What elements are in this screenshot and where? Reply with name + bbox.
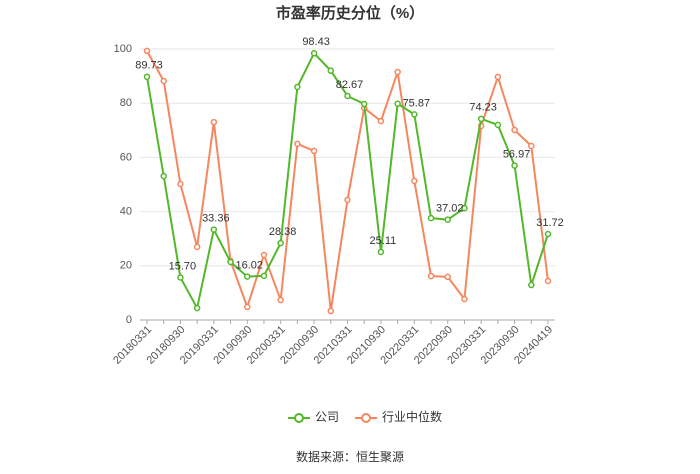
legend-marker	[294, 413, 304, 423]
point	[411, 111, 418, 118]
point	[327, 67, 335, 74]
source: 数据来源：恒生聚源	[296, 449, 404, 464]
point	[427, 272, 435, 280]
point	[227, 258, 234, 266]
point	[461, 204, 468, 212]
data-label: 15.70	[169, 260, 197, 272]
point	[461, 295, 468, 303]
point	[360, 100, 368, 108]
legend-marker	[361, 413, 372, 423]
point	[344, 92, 351, 100]
data-label: 98.43	[302, 36, 330, 48]
point	[310, 147, 318, 155]
data-label: 25.11	[370, 235, 397, 247]
data-label: 16.02	[235, 259, 263, 271]
chart-title: 市盈率历史分位（%）	[276, 4, 424, 22]
point	[160, 172, 167, 180]
point	[494, 121, 502, 129]
data-label: 31.72	[536, 217, 564, 229]
point	[277, 239, 284, 247]
point	[411, 177, 418, 185]
point	[210, 226, 218, 233]
y-tick-label: 100	[114, 43, 132, 55]
data-label: 28.38	[269, 226, 297, 238]
point	[294, 140, 301, 148]
y-tick-label: 60	[120, 151, 132, 163]
point	[444, 273, 451, 281]
series-line	[146, 51, 549, 311]
data-label: 75.87	[403, 97, 431, 109]
point	[394, 100, 401, 107]
data-label: 89.73	[135, 60, 163, 72]
point	[528, 281, 535, 289]
point	[544, 277, 552, 285]
point	[160, 77, 167, 85]
legend-label: 行业中位数	[382, 409, 442, 424]
y-tick-label: 0	[126, 314, 132, 326]
point	[327, 307, 335, 315]
data-label: 74.23	[469, 102, 497, 114]
point	[528, 142, 535, 150]
data-label: 56.97	[503, 149, 531, 161]
legend-label: 公司	[315, 410, 339, 424]
point	[143, 47, 151, 55]
point	[310, 50, 318, 57]
point	[177, 180, 184, 188]
point	[511, 126, 518, 134]
y-tick-label: 20	[120, 260, 132, 272]
point	[477, 115, 485, 123]
y-tick-label: 80	[120, 97, 132, 109]
point	[344, 196, 351, 204]
point	[193, 243, 201, 251]
data-label: 37.02	[436, 203, 464, 215]
point	[244, 273, 251, 280]
point	[294, 83, 301, 91]
point	[377, 248, 385, 256]
data-label: 82.67	[336, 79, 364, 91]
point	[143, 73, 151, 81]
point	[277, 296, 284, 304]
point	[444, 216, 451, 223]
data-label: 33.36	[202, 213, 230, 225]
point	[427, 214, 435, 222]
point	[193, 304, 201, 312]
point	[260, 272, 268, 280]
point	[494, 73, 502, 81]
point	[244, 303, 251, 311]
point	[544, 230, 552, 238]
point	[260, 251, 268, 259]
point	[377, 117, 385, 125]
point	[177, 274, 184, 281]
point	[511, 162, 518, 169]
y-tick-label: 40	[120, 206, 132, 218]
point	[394, 68, 401, 76]
point	[210, 118, 218, 126]
